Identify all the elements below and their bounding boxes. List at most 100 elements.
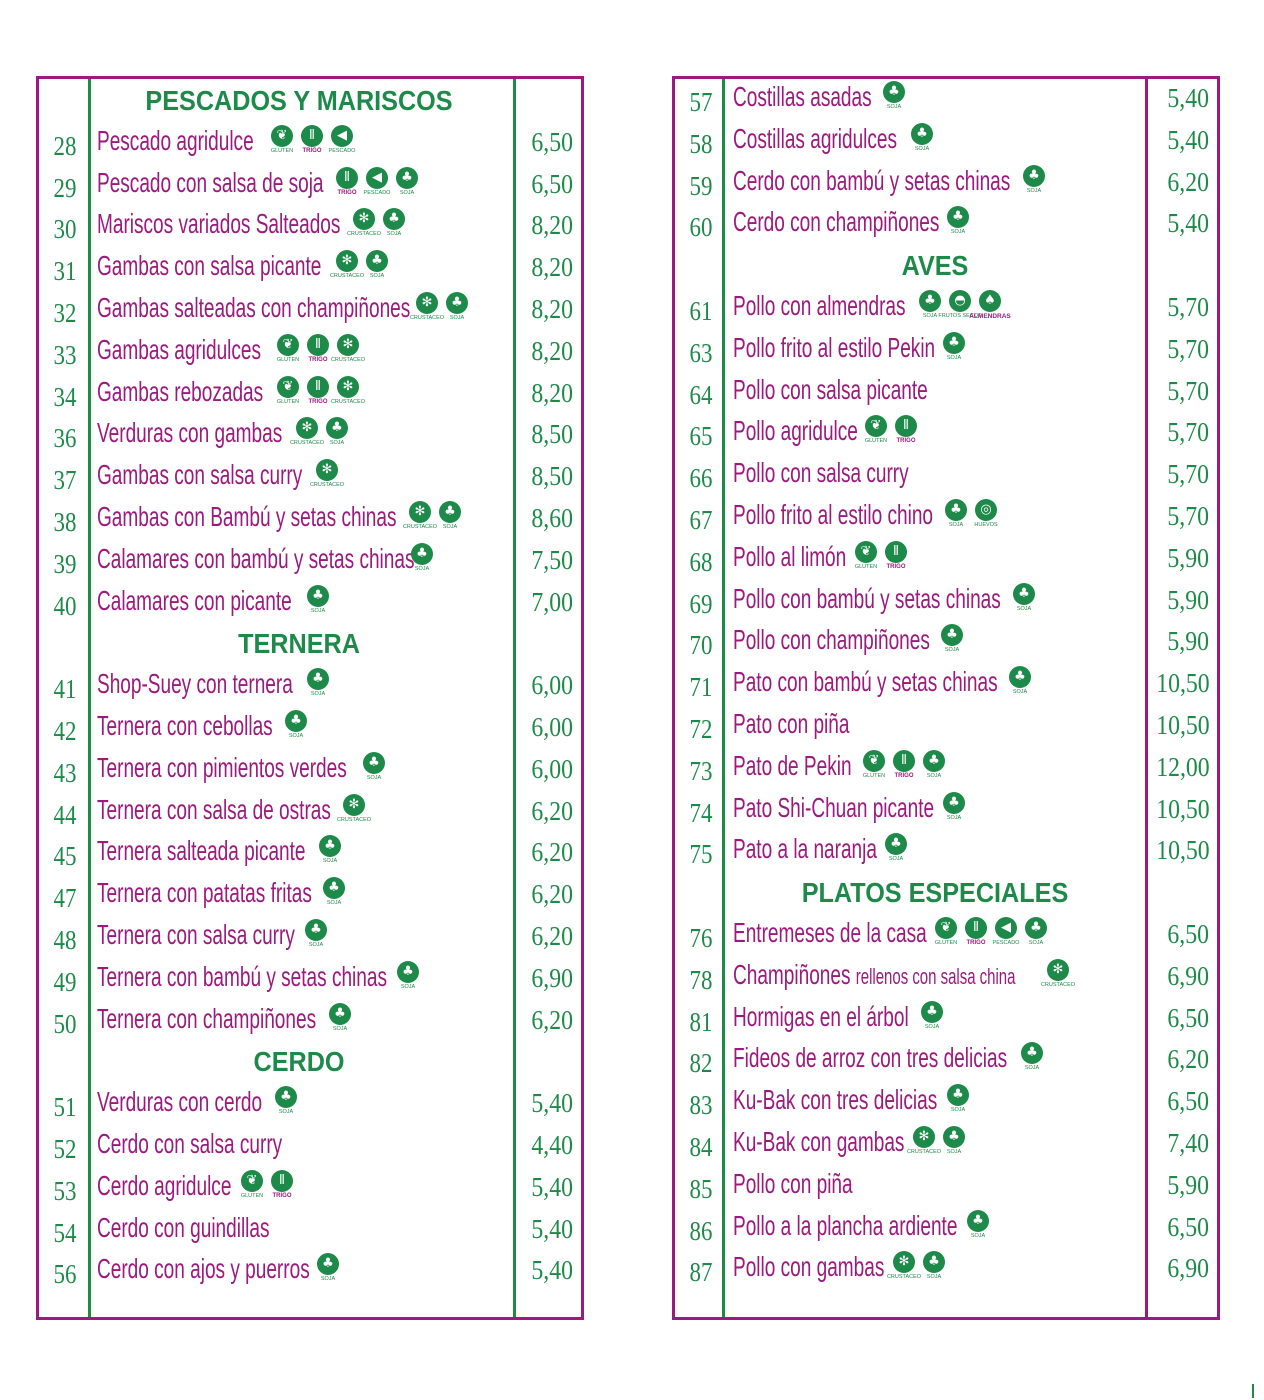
item-name: Gambas con salsa curry [97, 459, 303, 491]
allergen-symbol: ♣ [1013, 582, 1035, 605]
soja-icon: ♣ SOJA [283, 709, 309, 739]
menu-item: 84 Ku-Bak con gambas ✻ CRUSTACEO ♣ SOJA 7,40 [675, 1124, 1217, 1166]
gluten-icon: ❦ GLUTEN [275, 375, 301, 405]
item-name: Pato con piña [733, 707, 850, 739]
item-name: Gambas con salsa picante [97, 250, 322, 282]
allergen-label: SOJA [1016, 605, 1032, 612]
allergen-label: SOJA [414, 565, 430, 572]
item-number: 74 [689, 797, 713, 828]
allergen-label: SOJA [914, 145, 930, 152]
allergen-label: SOJA [322, 858, 338, 865]
allergen-label: TRIGO [308, 356, 328, 363]
allergen-label: SOJA [449, 314, 465, 321]
trigo-icon: ⦀ TRIGO [305, 375, 331, 405]
allergen-symbol: ⦀ [893, 749, 915, 772]
menu-item: 44 Ternera con salsa de ostras ✻ CRUSTACEO 6… [39, 792, 581, 834]
menu-item: 49 Ternera con bambú y setas chinas ♣ SOJA 6… [39, 959, 581, 1001]
allergen-symbol: ❦ [855, 540, 877, 563]
item-price: 5,40 [531, 1171, 573, 1202]
item-name: Gambas agridulces [97, 333, 262, 365]
item-price: 8,20 [531, 210, 573, 241]
item-number: 43 [53, 757, 77, 788]
number-column-divider [88, 79, 91, 1317]
item-name: Ku-Bak con tres delicias [733, 1084, 938, 1116]
trigo-icon: ⦀ TRIGO [334, 166, 360, 196]
menu-item: 72 Pato con piña 10,50 [675, 706, 1217, 748]
soja-icon: ♣ SOJA [941, 331, 967, 361]
menu-item: 78 Champiñones rellenos con salsa china ✻ C… [675, 957, 1217, 999]
allergen-symbol: ❦ [271, 124, 293, 147]
allergen-symbol: ♣ [947, 1084, 969, 1107]
item-price: 5,40 [1167, 208, 1209, 239]
item-name: Verduras con cerdo [97, 1086, 263, 1118]
crustaceo-icon: ✻ CRUSTACEO [337, 793, 371, 823]
allergen-icons: ✻ CRUSTACEO ♣ SOJA [330, 250, 390, 279]
gluten-icon: ❦ GLUTEN [861, 749, 887, 779]
item-number: 47 [53, 883, 77, 914]
allergen-symbol: ♣ [446, 291, 468, 314]
allergen-symbol: ✻ [409, 500, 431, 523]
item-number: 48 [53, 924, 77, 955]
menu-item: 40 Calamares con picante ♣ SOJA 7,00 [39, 583, 581, 625]
item-name: Ternera con patatas fritas [97, 877, 312, 909]
item-price: 6,20 [531, 1004, 573, 1035]
allergen-label: SOJA [310, 607, 326, 614]
item-price: 6,20 [1167, 166, 1209, 197]
crustaceo-icon: ✻ CRUSTACEO [331, 375, 365, 405]
menu-item: 33 Gambas agridulces ❦ GLUTEN ⦀ TRIGO ✻ CRUSTAC… [39, 332, 581, 374]
crustaceo-icon: ✻ CRUSTACEO [907, 1125, 941, 1155]
allergen-icons: ♣ SOJA [317, 835, 343, 864]
allergen-icons: ✻ CRUSTACEO [337, 793, 371, 823]
allergen-icons: ❦ GLUTEN ⦀ TRIGO ◀ PESCADO ♣ SOJA [933, 916, 1049, 946]
allergen-icons: ❦ GLUTEN ⦀ TRIGO [853, 540, 909, 570]
menu-item: 82 Fideos de arroz con tres delicias ♣ SOJA… [675, 1040, 1217, 1082]
item-number: 64 [689, 379, 713, 410]
soja-icon: ♣ SOJA [941, 1125, 967, 1155]
item-name: Hormigas en el árbol [733, 1000, 909, 1032]
allergen-symbol: ♣ [1025, 916, 1047, 939]
allergen-label: TRIGO [896, 438, 916, 445]
allergen-icons: ♣ SOJA [1011, 582, 1037, 612]
soja-icon: ♣ SOJA [394, 166, 420, 196]
item-number: 70 [689, 630, 713, 661]
item-price: 5,70 [1167, 333, 1209, 364]
allergen-icons: ♣ SOJA [303, 918, 329, 948]
allergen-icons: ♣ SOJA [965, 1209, 991, 1239]
soja-icon: ♣ SOJA [1023, 916, 1049, 946]
menu-item: 67 Pollo frito al estilo chino ♣ SOJA ◎ HUEVO… [675, 497, 1217, 539]
item-name: Pato con bambú y setas chinas [733, 666, 998, 698]
item-price: 5,90 [1167, 626, 1209, 657]
item-price: 6,50 [531, 126, 573, 157]
item-number: 38 [53, 506, 77, 537]
item-number: 87 [689, 1257, 713, 1288]
allergen-label: CRUSTACEO [309, 482, 345, 489]
item-number: 49 [53, 966, 77, 997]
item-price: 5,70 [1167, 291, 1209, 322]
item-number: 30 [53, 214, 77, 245]
allergen-label: TRIGO [337, 189, 357, 196]
item-number: 83 [689, 1090, 713, 1121]
gluten-icon: ❦ GLUTEN [275, 333, 301, 363]
menu-item: 86 Pollo a la plancha ardiente ♣ SOJA 6,50 [675, 1208, 1217, 1250]
menu-item: 73 Pato de Pekin ❦ GLUTEN ⦀ TRIGO ♣ SOJA 12,00 [675, 748, 1217, 790]
allergen-label: ALMENDRAS [969, 312, 1011, 320]
allergen-symbol: ♣ [366, 250, 388, 273]
allergen-label: SOJA [948, 521, 964, 528]
allergen-symbol: ♣ [397, 960, 419, 983]
item-price: 6,50 [1167, 1211, 1209, 1242]
allergen-symbol: ♣ [921, 1000, 943, 1023]
allergen-symbol: ♣ [326, 417, 348, 440]
item-number: 32 [53, 297, 77, 328]
soja-icon: ♣ SOJA [943, 498, 969, 528]
allergen-label: SOJA [922, 312, 938, 319]
soja-icon: ♣ SOJA [1007, 666, 1033, 695]
allergen-icons: ✻ CRUSTACEO [1041, 958, 1075, 988]
item-price: 6,50 [531, 168, 573, 199]
allergen-symbol: ♣ [319, 835, 341, 858]
soja-icon: ♣ SOJA [409, 542, 435, 572]
item-name-main: Champiñones [733, 958, 856, 990]
allergen-label: CRUSTACEO [1040, 981, 1076, 988]
allergen-symbol: ✻ [337, 375, 359, 398]
menu-item: 75 Pato a la naranja ♣ SOJA 10,50 [675, 831, 1217, 873]
pescado-icon: ◀ PESCADO [993, 916, 1019, 946]
